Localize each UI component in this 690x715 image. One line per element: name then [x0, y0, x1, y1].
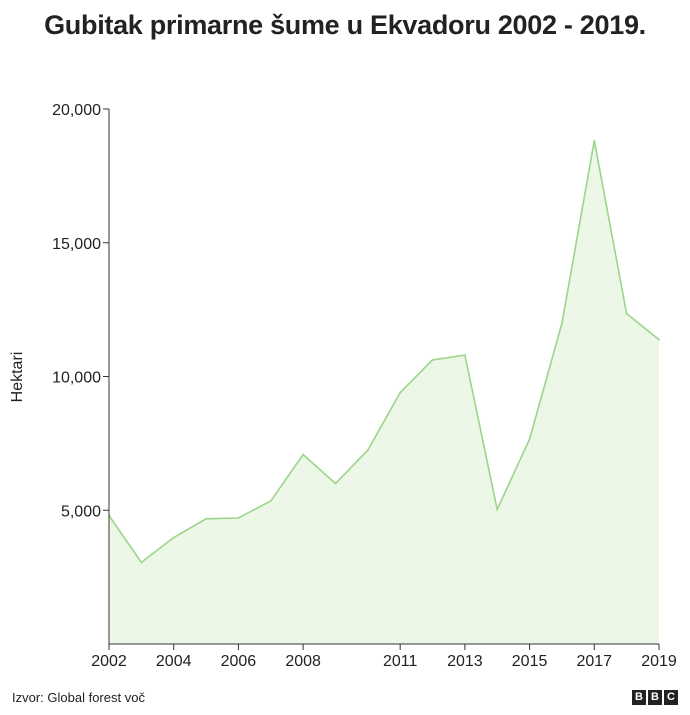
- y-axis-title: Hektari: [9, 352, 26, 403]
- x-tick-label: 2008: [285, 653, 321, 670]
- data-point: [366, 449, 369, 451]
- data-point: [625, 312, 628, 315]
- data-point: [431, 359, 434, 361]
- data-point: [172, 536, 175, 539]
- data-point: [140, 561, 143, 564]
- y-tick-label: 5,000: [61, 503, 101, 520]
- x-tick-label: 2019: [641, 653, 677, 670]
- data-point: [464, 354, 466, 356]
- bbc-logo: B B C: [632, 690, 678, 705]
- x-tick-label: 2013: [447, 653, 483, 670]
- source-note: Izvor: Global forest voč: [12, 690, 145, 705]
- x-tick-label: 2002: [91, 653, 127, 670]
- data-point: [658, 338, 660, 341]
- bbc-logo-letter: B: [648, 690, 662, 705]
- data-point: [593, 139, 596, 142]
- chart-title: Gubitak primarne šume u Ekvadoru 2002 - …: [44, 10, 646, 40]
- x-tick-label: 2017: [576, 653, 612, 670]
- ticks-layer: 5,000 10,000 15,000 20,000 2002 2004 2006 2008 2…: [52, 102, 677, 670]
- data-point: [205, 517, 208, 520]
- x-tick-label: 2015: [512, 653, 548, 670]
- data-point: [334, 482, 337, 485]
- data-point: [496, 508, 499, 511]
- data-point: [399, 391, 402, 394]
- bbc-logo-letter: B: [632, 690, 646, 705]
- area-fill: [109, 140, 659, 644]
- x-tick-label: 2004: [156, 653, 192, 670]
- area-layer: [108, 139, 660, 644]
- bbc-logo-letter: C: [664, 690, 678, 705]
- x-tick-label: 2011: [383, 653, 418, 670]
- series-line: [108, 140, 660, 564]
- y-tick-label: 15,000: [52, 236, 101, 253]
- data-point: [528, 438, 531, 440]
- y-tick-label: 20,000: [52, 102, 101, 119]
- data-point: [237, 517, 240, 519]
- data-point: [302, 453, 304, 456]
- data-point: [561, 322, 563, 325]
- data-point: [269, 500, 272, 502]
- x-tick-label: 2006: [221, 653, 257, 670]
- y-tick-label: 10,000: [52, 370, 101, 387]
